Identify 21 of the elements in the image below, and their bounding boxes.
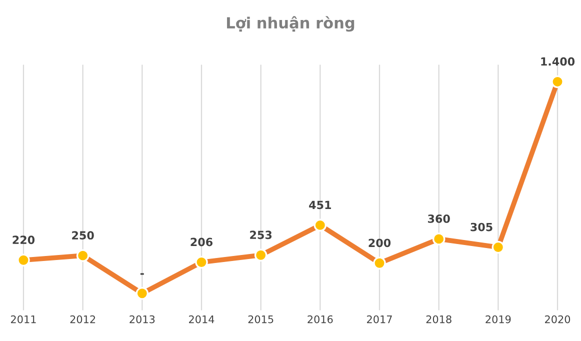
data-label: 206 <box>190 238 212 246</box>
data-label: 451 <box>309 200 331 210</box>
data-label: 220 <box>12 236 35 244</box>
data-label: 250 <box>72 231 94 240</box>
x-tick-label: 2019 <box>486 315 511 324</box>
data-label: 360 <box>428 214 450 223</box>
data-label: - <box>140 273 144 275</box>
data-label: 253 <box>250 230 272 240</box>
x-tick-label: 2014 <box>189 315 214 324</box>
chart-title: Lợi nhuận ròng <box>227 16 354 32</box>
x-tick-label: 2018 <box>426 315 452 324</box>
x-tick-label: 2015 <box>248 315 274 324</box>
data-label: 1.400 <box>541 57 575 66</box>
x-tick-label: 2016 <box>308 315 333 324</box>
x-tick-label: 2020 <box>545 315 570 324</box>
x-tick-label: 2017 <box>367 315 392 324</box>
x-tick-label: 2013 <box>130 315 155 324</box>
x-tick-label: 2011 <box>10 315 36 324</box>
data-label: 305 <box>470 222 492 232</box>
x-tick-label: 2012 <box>70 315 96 324</box>
data-label: 200 <box>368 238 391 248</box>
